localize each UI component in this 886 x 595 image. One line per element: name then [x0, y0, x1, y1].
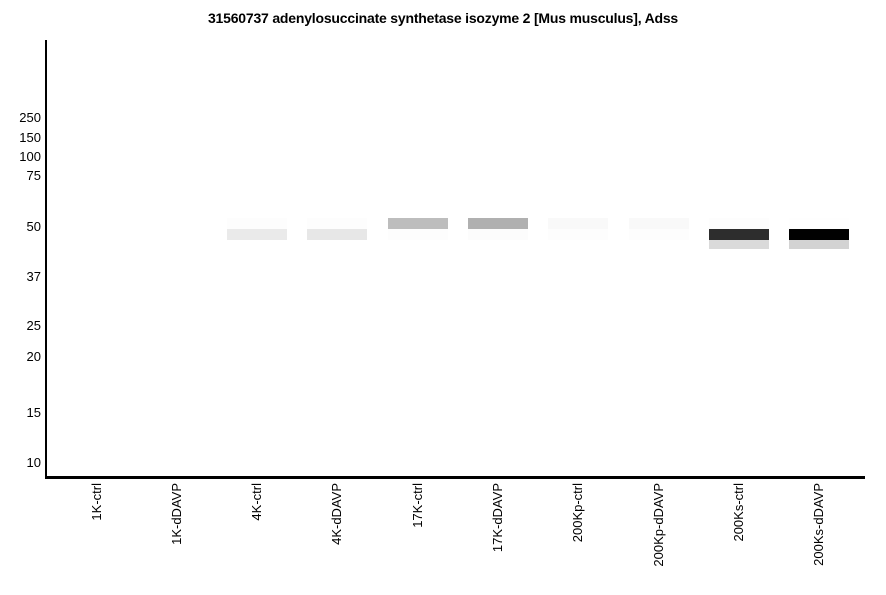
y-tick-100: 100	[19, 149, 41, 164]
x-tick-17K-ctrl: 17K-ctrl	[409, 483, 425, 528]
x-tick-200Ks-dDAVP: 200Ks-dDAVP	[811, 483, 827, 566]
chart-title: 31560737 adenylosuccinate synthetase iso…	[207, 10, 679, 26]
x-tick-200Kp-ctrl: 200Kp-ctrl	[570, 483, 586, 543]
blot-band-4K-ctrl-upper	[227, 218, 288, 229]
blot-band-17K-dDAVP-upper	[468, 218, 528, 229]
blot-band-17K-ctrl-upper	[387, 218, 448, 229]
y-tick-20: 20	[26, 349, 41, 364]
blot-band-200Kp-dDAVP-upper	[628, 218, 689, 229]
blot-band-200Ks-dDAVP-upper	[789, 218, 850, 229]
y-tick-10: 10	[26, 455, 41, 470]
y-tick-250: 250	[19, 110, 41, 125]
y-tick-37: 37	[26, 269, 41, 284]
y-tick-15: 15	[26, 405, 41, 420]
blot-band-200Ks-dDAVP-lower	[789, 240, 850, 249]
y-tick-25: 25	[26, 317, 41, 333]
blot-band-200Kp-dDAVP-middle	[628, 229, 689, 240]
y-axis-line	[45, 40, 47, 479]
blot-band-17K-dDAVP-middle	[468, 229, 528, 240]
blot-band-200Kp-ctrl-upper	[548, 218, 609, 229]
x-tick-1K-ctrl: 1K-ctrl	[88, 483, 104, 521]
blot-band-4K-ctrl-middle	[227, 229, 288, 240]
blot-band-200Ks-ctrl-middle	[708, 229, 769, 240]
x-tick-200Ks-ctrl: 200Ks-ctrl	[730, 483, 746, 542]
blot-band-200Ks-dDAVP-middle	[789, 229, 850, 240]
x-axis-line	[45, 476, 865, 479]
x-tick-1K-dDAVP: 1K-dDAVP	[168, 483, 184, 545]
y-tick-75: 75	[26, 168, 41, 183]
blot-band-4K-dDAVP-upper	[307, 218, 368, 229]
blot-band-200Kp-ctrl-middle	[548, 229, 609, 240]
x-tick-200Kp-dDAVP: 200Kp-dDAVP	[650, 483, 666, 567]
x-tick-17K-dDAVP: 17K-dDAVP	[490, 483, 505, 553]
blot-band-200Ks-ctrl-lower	[708, 240, 769, 249]
x-tick-4K-ctrl: 4K-ctrl	[249, 483, 265, 521]
blot-band-200Ks-ctrl-upper	[708, 218, 769, 229]
blot-band-4K-dDAVP-middle	[307, 229, 368, 240]
y-tick-50: 50	[26, 219, 41, 234]
x-tick-4K-dDAVP: 4K-dDAVP	[329, 483, 345, 545]
y-tick-150: 150	[19, 129, 41, 145]
blot-band-17K-ctrl-middle	[387, 229, 448, 240]
